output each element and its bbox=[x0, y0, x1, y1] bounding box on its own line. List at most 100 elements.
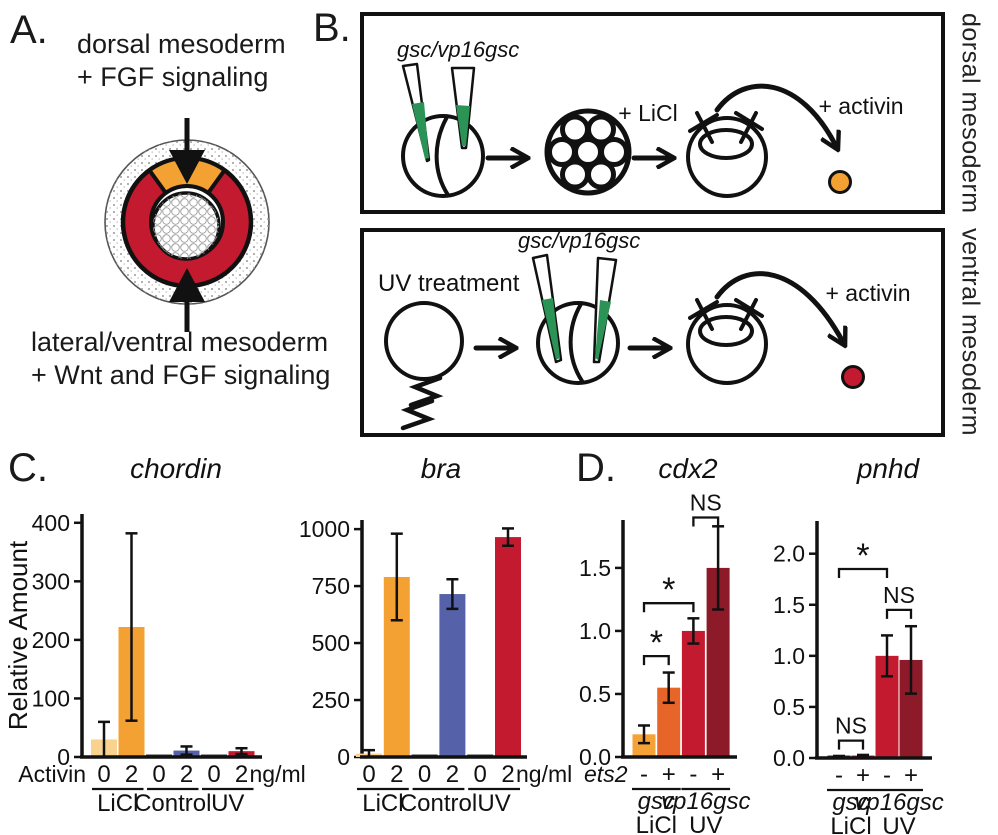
x-tick-label: 2 bbox=[125, 761, 138, 788]
x-tick-label: 2 bbox=[501, 761, 514, 788]
curved-arrow-icon bbox=[714, 271, 843, 342]
y-tick-label: 1.5 bbox=[773, 592, 805, 618]
panel-c-label: C. bbox=[8, 446, 48, 490]
y-tick-label: 750 bbox=[312, 573, 350, 599]
group-sublabel: UV bbox=[689, 812, 722, 835]
ventral-protocol-diagram: UV treatment gsc/vp16gsc + ac bbox=[360, 228, 945, 437]
x-axis-unit: ng/ml bbox=[516, 761, 572, 787]
injection-needle-icon bbox=[531, 253, 618, 364]
y-tick-label: 500 bbox=[312, 630, 350, 656]
x-axis-unit: ng/ml bbox=[250, 761, 306, 787]
y-tick-label: 0 bbox=[57, 744, 70, 770]
dorsal-protocol-diagram: gsc/vp16gsc + LiCl bbox=[360, 12, 945, 214]
sig-bracket bbox=[837, 739, 865, 750]
x-tick-label: + bbox=[711, 761, 725, 788]
bar bbox=[899, 659, 923, 758]
group-label: UV bbox=[477, 790, 510, 817]
y-tick-label: 400 bbox=[32, 510, 70, 536]
group-label: Control bbox=[400, 790, 477, 817]
dorsal-caption: dorsal mesoderm + FGF signaling bbox=[77, 28, 286, 94]
group-sublabel: LiCl bbox=[636, 812, 677, 835]
y-tick-label: 1.0 bbox=[773, 643, 805, 669]
animal-cap-embryo bbox=[686, 298, 768, 385]
ventral-arrow-icon bbox=[169, 268, 205, 332]
x-tick-label: - bbox=[640, 761, 648, 788]
group-label: LiCl bbox=[362, 790, 403, 817]
y-tick-label: 0.0 bbox=[579, 744, 611, 770]
caption-line: + Wnt and FGF signaling bbox=[31, 360, 331, 390]
y-tick-label: 0 bbox=[337, 744, 350, 770]
bar bbox=[706, 567, 730, 757]
sig-label: * bbox=[856, 537, 869, 575]
dorsal-side-label: dorsal mesoderm bbox=[956, 12, 985, 214]
group-sublabel: UV bbox=[882, 813, 915, 835]
bar bbox=[657, 687, 681, 757]
caption-line: lateral/ventral mesoderm bbox=[31, 327, 329, 357]
bar bbox=[632, 734, 656, 757]
y-tick-label: 300 bbox=[32, 568, 70, 594]
sig-bracket bbox=[642, 654, 670, 666]
curved-arrow-icon bbox=[714, 83, 836, 146]
protocol-box-border bbox=[360, 228, 945, 437]
chart-title: pnhd bbox=[856, 453, 921, 484]
group-label: vp16gsc bbox=[854, 789, 943, 816]
group-label: vp16gsc bbox=[661, 788, 750, 815]
group-label: UV bbox=[211, 790, 244, 817]
bar bbox=[681, 630, 705, 757]
group-label: gsc bbox=[638, 788, 675, 815]
activin-label: + activin bbox=[825, 280, 910, 306]
x-tick-label: + bbox=[856, 762, 870, 789]
x-axis-prefix: ets2 bbox=[584, 761, 628, 787]
x-tick-label: 0 bbox=[418, 761, 431, 788]
y-tick-label: 100 bbox=[32, 685, 70, 711]
caption-line: + FGF signaling bbox=[77, 62, 269, 92]
x-tick-label: 2 bbox=[235, 761, 248, 788]
x-tick-label: 0 bbox=[97, 761, 110, 788]
bar bbox=[875, 655, 899, 758]
two-cell-embryo bbox=[401, 114, 485, 198]
chart-title: chordin bbox=[130, 453, 222, 484]
x-tick-label: - bbox=[689, 761, 697, 788]
sig-bracket bbox=[642, 602, 695, 613]
licl-treatment-label: + LiCl bbox=[618, 100, 677, 126]
uv-rays-icon bbox=[400, 375, 444, 431]
protocol-box-border bbox=[360, 12, 945, 214]
injection-needle-icon bbox=[401, 62, 476, 163]
morula-embryo bbox=[544, 108, 632, 196]
sig-label: * bbox=[650, 624, 663, 662]
group-sublabel: LiCl bbox=[830, 813, 871, 835]
ventral-explant-dot bbox=[841, 365, 865, 389]
ventral-side-label: ventral mesoderm bbox=[956, 228, 985, 437]
x-tick-label: 0 bbox=[362, 761, 375, 788]
y-tick-label: 250 bbox=[312, 687, 350, 713]
activin-label: + activin bbox=[818, 93, 903, 119]
bar bbox=[495, 537, 521, 757]
bar bbox=[439, 594, 466, 757]
y-tick-label: 0.0 bbox=[773, 745, 805, 771]
y-tick-label: 0.5 bbox=[773, 694, 805, 720]
sig-label: NS bbox=[690, 489, 722, 515]
x-tick-label: + bbox=[904, 762, 918, 789]
x-tick-label: 2 bbox=[390, 761, 403, 788]
panel-b-label: B. bbox=[313, 6, 351, 50]
x-tick-label: - bbox=[883, 762, 891, 789]
x-axis-prefix: Activin bbox=[18, 761, 86, 787]
caption-line: dorsal mesoderm bbox=[77, 29, 286, 59]
y-tick-label: 1.5 bbox=[579, 555, 611, 581]
x-tick-label: + bbox=[662, 761, 676, 788]
sig-bracket bbox=[692, 516, 720, 527]
ventral-caption: lateral/ventral mesoderm + Wnt and FGF s… bbox=[31, 326, 330, 392]
sig-bracket bbox=[837, 567, 889, 579]
uv-treatment-label: UV treatment bbox=[378, 270, 520, 297]
dorsal-arrow-icon bbox=[169, 118, 205, 184]
panel-a-label: A. bbox=[10, 8, 48, 52]
y-tick-label: 0.5 bbox=[579, 681, 611, 707]
x-tick-label: 0 bbox=[152, 761, 165, 788]
y-tick-label: 200 bbox=[32, 627, 70, 653]
chart-title: bra bbox=[421, 453, 461, 484]
x-tick-label: 2 bbox=[446, 761, 459, 788]
